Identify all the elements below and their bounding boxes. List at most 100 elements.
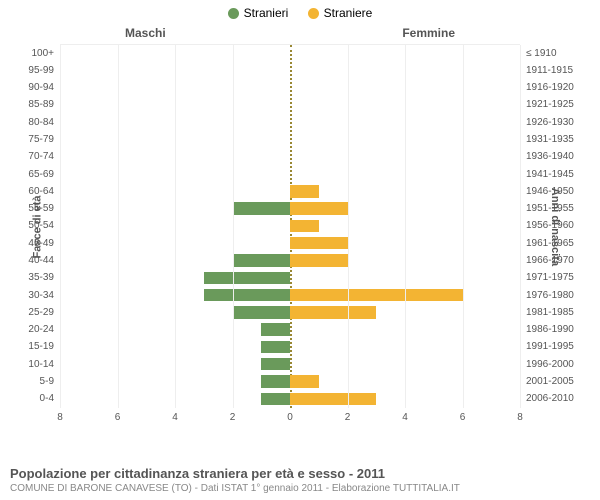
panel-title-left: Maschi bbox=[125, 26, 166, 40]
birth-label: 1986-1990 bbox=[520, 324, 574, 335]
age-row: 95-991911-1915 bbox=[60, 62, 520, 79]
gridline bbox=[233, 45, 234, 408]
bar-female bbox=[290, 393, 376, 405]
swatch-male bbox=[228, 8, 239, 19]
age-label: 50-54 bbox=[28, 220, 60, 231]
birth-label: 1946-1950 bbox=[520, 186, 574, 197]
age-row: 30-341976-1980 bbox=[60, 286, 520, 303]
birth-label: 1951-1955 bbox=[520, 203, 574, 214]
age-label: 95-99 bbox=[28, 65, 60, 76]
gridline bbox=[60, 45, 61, 408]
bar-male bbox=[261, 341, 290, 353]
bar-female bbox=[290, 289, 463, 301]
legend-label-female: Straniere bbox=[324, 6, 373, 20]
birth-label: 1956-1960 bbox=[520, 220, 574, 231]
age-row: 45-491961-1965 bbox=[60, 235, 520, 252]
age-label: 55-59 bbox=[28, 203, 60, 214]
bar-female bbox=[290, 306, 376, 318]
x-tick: 8 bbox=[57, 412, 63, 423]
x-tick: 8 bbox=[517, 412, 523, 423]
birth-label: 1981-1985 bbox=[520, 307, 574, 318]
bar-male bbox=[204, 272, 290, 284]
birth-label: 1931-1935 bbox=[520, 134, 574, 145]
bar-male bbox=[233, 254, 291, 266]
age-label: 60-64 bbox=[28, 186, 60, 197]
age-row: 75-791931-1935 bbox=[60, 131, 520, 148]
rows-container: 100+≤ 191095-991911-191590-941916-192085… bbox=[60, 45, 520, 408]
age-row: 5-92001-2005 bbox=[60, 373, 520, 390]
caption-title: Popolazione per cittadinanza straniera p… bbox=[10, 466, 590, 481]
age-row: 90-941916-1920 bbox=[60, 79, 520, 96]
legend: Stranieri Straniere bbox=[0, 0, 600, 22]
age-row: 35-391971-1975 bbox=[60, 269, 520, 286]
gridline bbox=[118, 45, 119, 408]
age-label: 80-84 bbox=[28, 117, 60, 128]
age-label: 0-4 bbox=[40, 393, 60, 404]
bar-male bbox=[261, 323, 290, 335]
swatch-female bbox=[308, 8, 319, 19]
bar-male bbox=[261, 358, 290, 370]
bar-female bbox=[290, 220, 319, 232]
x-tick: 2 bbox=[345, 412, 351, 423]
birth-label: 1971-1975 bbox=[520, 272, 574, 283]
bar-female bbox=[290, 375, 319, 387]
age-label: 40-44 bbox=[28, 255, 60, 266]
age-label: 20-24 bbox=[28, 324, 60, 335]
gridline bbox=[463, 45, 464, 408]
age-label: 70-74 bbox=[28, 151, 60, 162]
legend-item-male: Stranieri bbox=[228, 6, 289, 20]
gridline bbox=[405, 45, 406, 408]
age-row: 25-291981-1985 bbox=[60, 304, 520, 321]
birth-label: 2001-2005 bbox=[520, 376, 574, 387]
x-tick: 4 bbox=[402, 412, 408, 423]
birth-label: ≤ 1910 bbox=[520, 48, 557, 59]
age-label: 65-69 bbox=[28, 169, 60, 180]
x-tick: 6 bbox=[115, 412, 121, 423]
gridline bbox=[348, 45, 349, 408]
birth-label: 1921-1925 bbox=[520, 99, 574, 110]
age-label: 45-49 bbox=[28, 238, 60, 249]
age-row: 60-641946-1950 bbox=[60, 183, 520, 200]
age-label: 15-19 bbox=[28, 341, 60, 352]
caption: Popolazione per cittadinanza straniera p… bbox=[10, 466, 590, 494]
birth-label: 1916-1920 bbox=[520, 82, 574, 93]
birth-label: 1966-1970 bbox=[520, 255, 574, 266]
age-label: 10-14 bbox=[28, 359, 60, 370]
age-label: 75-79 bbox=[28, 134, 60, 145]
age-label: 35-39 bbox=[28, 272, 60, 283]
age-label: 100+ bbox=[31, 48, 60, 59]
age-row: 0-42006-2010 bbox=[60, 390, 520, 407]
age-label: 25-29 bbox=[28, 307, 60, 318]
x-axis: 0 2 2 4 4 6 6 8 8 bbox=[60, 412, 520, 426]
age-label: 30-34 bbox=[28, 290, 60, 301]
bar-female bbox=[290, 254, 348, 266]
birth-label: 1976-1980 bbox=[520, 290, 574, 301]
age-row: 70-741936-1940 bbox=[60, 148, 520, 165]
legend-item-female: Straniere bbox=[308, 6, 373, 20]
x-tick: 4 bbox=[172, 412, 178, 423]
age-row: 50-541956-1960 bbox=[60, 217, 520, 234]
bar-female bbox=[290, 202, 348, 214]
birth-label: 1996-2000 bbox=[520, 359, 574, 370]
bar-female bbox=[290, 185, 319, 197]
birth-label: 2006-2010 bbox=[520, 393, 574, 404]
age-row: 100+≤ 1910 bbox=[60, 45, 520, 62]
panel-title-right: Femmine bbox=[402, 26, 455, 40]
age-row: 55-591951-1955 bbox=[60, 200, 520, 217]
age-row: 15-191991-1995 bbox=[60, 338, 520, 355]
legend-label-male: Stranieri bbox=[244, 6, 289, 20]
gridline bbox=[520, 45, 521, 408]
x-tick: 6 bbox=[460, 412, 466, 423]
birth-label: 1936-1940 bbox=[520, 151, 574, 162]
age-row: 10-141996-2000 bbox=[60, 356, 520, 373]
x-tick: 0 bbox=[287, 412, 293, 423]
x-tick: 2 bbox=[230, 412, 236, 423]
birth-label: 1961-1965 bbox=[520, 238, 574, 249]
birth-label: 1926-1930 bbox=[520, 117, 574, 128]
age-label: 5-9 bbox=[40, 376, 60, 387]
age-row: 80-841926-1930 bbox=[60, 114, 520, 131]
age-row: 20-241986-1990 bbox=[60, 321, 520, 338]
age-label: 90-94 bbox=[28, 82, 60, 93]
bar-male bbox=[261, 393, 290, 405]
age-label: 85-89 bbox=[28, 99, 60, 110]
